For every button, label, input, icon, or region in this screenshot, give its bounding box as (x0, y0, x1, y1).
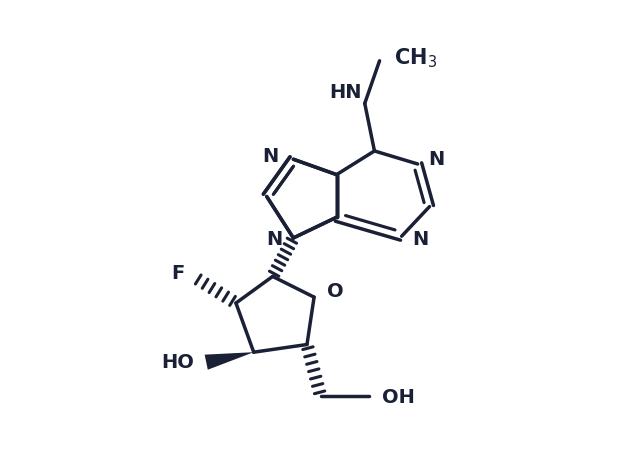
Text: HO: HO (161, 352, 195, 372)
Text: OH: OH (382, 388, 415, 407)
Text: CH$_3$: CH$_3$ (394, 46, 437, 70)
Text: O: O (327, 282, 344, 301)
Text: HN: HN (330, 83, 362, 102)
Text: F: F (171, 264, 184, 282)
Text: N: N (262, 147, 278, 166)
Text: N: N (266, 230, 283, 249)
Text: N: N (412, 230, 429, 249)
Text: N: N (428, 150, 445, 169)
Polygon shape (205, 352, 253, 370)
